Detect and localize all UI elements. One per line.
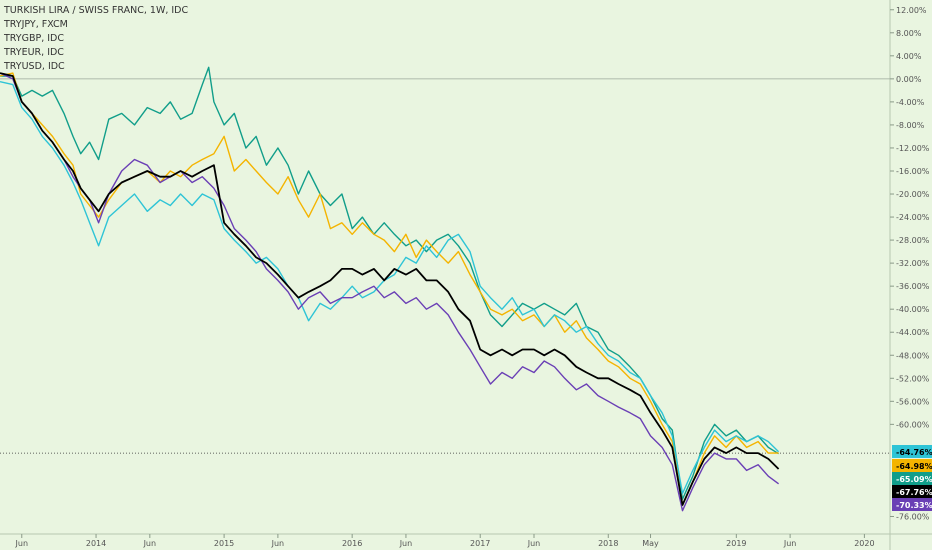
series-line-5: [0, 72, 780, 506]
last-value-text: -64.98%: [896, 462, 932, 471]
x-tick-label: 2018: [598, 539, 618, 548]
last-value-labels: -64.76% -64.98% -65.09% -67.76% -70.33%: [892, 445, 932, 511]
y-tick-label: 8.00%: [896, 29, 922, 38]
legend: TURKISH LIRA / SWISS FRANC, 1W, IDC TRYJ…: [4, 4, 188, 74]
last-value-text: -65.09%: [896, 475, 932, 484]
y-tick-label: 0.00%: [896, 75, 922, 84]
y-tick-label: -48.00%: [896, 351, 930, 360]
x-tick-label: Jun: [527, 539, 541, 548]
x-tick-label: Jun: [783, 539, 797, 548]
legend-item-tryeur[interactable]: TRYEUR, IDC: [4, 47, 64, 58]
y-tick-label: -32.00%: [896, 259, 930, 268]
y-tick-label: -28.00%: [896, 236, 930, 245]
x-tick-label: May: [642, 539, 659, 548]
x-tick-label: Jun: [399, 539, 413, 548]
y-tick-label: -40.00%: [896, 305, 930, 314]
series-line-3: [0, 81, 780, 495]
last-value-tag: [892, 485, 932, 498]
y-tick-label: -16.00%: [896, 167, 930, 176]
y-tick-label: -12.00%: [896, 144, 930, 153]
y-tick-label: -20.00%: [896, 190, 930, 199]
legend-title[interactable]: TURKISH LIRA / SWISS FRANC, 1W, IDC: [4, 5, 189, 16]
y-tick-label: 12.00%: [896, 6, 927, 15]
x-tick-label: 2019: [726, 539, 746, 548]
x-axis[interactable]: Jun 2014 Jun 2015 Jun 2016 Jun 2017 Jun 2018 May 20…: [15, 534, 875, 548]
x-tick-label: 2014: [86, 539, 106, 548]
y-axis[interactable]: 12.00% 8.00% 4.00% 0.00% -4.00% -8.00% -12.00%…: [890, 6, 930, 522]
series-line-4: [0, 72, 780, 512]
y-tick-label: -52.00%: [896, 374, 930, 383]
x-tick-label: Jun: [143, 539, 157, 548]
y-tick-label: -8.00%: [896, 121, 925, 130]
last-value-tag: [892, 472, 932, 485]
x-tick-label: 2017: [470, 539, 490, 548]
last-value-text: -70.33%: [896, 501, 932, 510]
x-tick-label: 2016: [342, 539, 362, 548]
last-value-tag: [892, 459, 932, 472]
y-tick-label: -76.00%: [896, 512, 930, 521]
legend-item-tryusd[interactable]: TRYUSD, IDC: [4, 61, 65, 72]
x-tick-label: Jun: [15, 539, 29, 548]
series-layer: [0, 66, 780, 512]
y-tick-label: -60.00%: [896, 420, 930, 429]
last-value-tag: [892, 445, 932, 458]
y-tick-label: -56.00%: [896, 397, 930, 406]
legend-item-tryjpy[interactable]: TRYJPY, FXCM: [4, 19, 68, 30]
last-value-text: -64.76%: [896, 448, 932, 457]
last-value-tag: [892, 498, 932, 511]
last-value-text: -67.76%: [896, 488, 932, 497]
legend-item-trygbp[interactable]: TRYGBP, IDC: [4, 33, 64, 44]
x-tick-label: 2015: [214, 539, 234, 548]
y-tick-label: 4.00%: [896, 52, 922, 61]
x-tick-label: 2020: [854, 539, 874, 548]
x-tick-label: Jun: [271, 539, 285, 548]
y-tick-label: -24.00%: [896, 213, 930, 222]
y-tick-label: -4.00%: [896, 98, 925, 107]
y-tick-label: -44.00%: [896, 328, 930, 337]
y-tick-label: -36.00%: [896, 282, 930, 291]
